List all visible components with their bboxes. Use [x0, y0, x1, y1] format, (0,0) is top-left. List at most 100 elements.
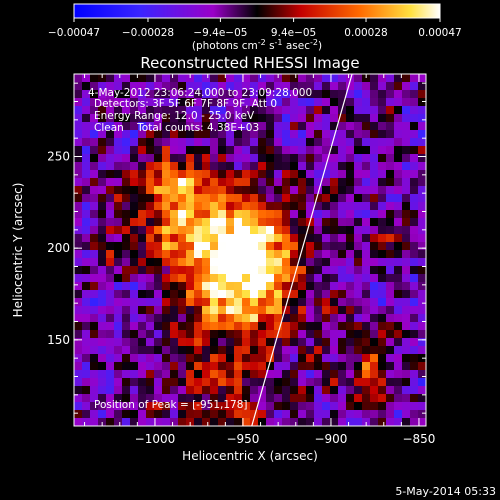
heatmap-cell	[362, 146, 371, 155]
heatmap-cell	[290, 362, 299, 371]
heatmap-cell	[234, 186, 243, 195]
heatmap-cell	[282, 226, 291, 235]
heatmap-cell	[330, 114, 339, 123]
heatmap-cell	[330, 242, 339, 251]
heatmap-cell	[170, 298, 179, 307]
heatmap-cell	[338, 338, 347, 347]
heatmap-cell	[354, 250, 363, 259]
heatmap-cell	[226, 130, 235, 139]
heatmap-cell	[90, 274, 99, 283]
heatmap-cell	[130, 410, 139, 419]
heatmap-cell	[330, 162, 339, 171]
heatmap-cell	[402, 202, 411, 211]
heatmap-cell	[74, 138, 83, 147]
heatmap-cell	[250, 82, 259, 91]
heatmap-cell	[106, 242, 115, 251]
heatmap-cell	[74, 226, 83, 235]
heatmap-cell	[202, 338, 211, 347]
heatmap-cell	[122, 210, 131, 219]
heatmap-cell	[98, 90, 107, 99]
heatmap-cell	[138, 114, 147, 123]
heatmap-cell	[90, 362, 99, 371]
heatmap-cell	[98, 298, 107, 307]
heatmap-cell	[218, 290, 227, 299]
heatmap-cell	[106, 386, 115, 395]
heatmap-cell	[322, 362, 331, 371]
heatmap-cell	[298, 242, 307, 251]
heatmap-cell	[378, 274, 387, 283]
heatmap-cell	[266, 322, 275, 331]
heatmap-cell	[402, 218, 411, 227]
y-axis-label: Heliocentric Y (arcsec)	[11, 183, 25, 318]
heatmap-cell	[370, 354, 379, 363]
heatmap-cell	[194, 186, 203, 195]
heatmap-cell	[282, 242, 291, 251]
heatmap-cell	[346, 90, 355, 99]
heatmap-cell	[242, 194, 251, 203]
heatmap-cell	[378, 330, 387, 339]
heatmap-cell	[194, 170, 203, 179]
heatmap-cell	[194, 378, 203, 387]
heatmap-cell	[298, 226, 307, 235]
heatmap-cell	[362, 114, 371, 123]
heatmap-cell	[74, 266, 83, 275]
heatmap-cell	[258, 418, 267, 426]
heatmap-cell	[322, 402, 331, 411]
heatmap-cell	[106, 90, 115, 99]
heatmap-cell	[210, 98, 219, 107]
heatmap-cell	[234, 338, 243, 347]
heatmap-cell	[394, 82, 403, 91]
heatmap-cell	[370, 370, 379, 379]
heatmap-cell	[394, 90, 403, 99]
heatmap-cell	[74, 330, 83, 339]
heatmap-cell	[234, 194, 243, 203]
heatmap-cell	[202, 74, 211, 83]
heatmap-cell	[90, 378, 99, 387]
heatmap-cell	[266, 138, 275, 147]
heatmap-cell	[330, 106, 339, 115]
heatmap-cell	[130, 178, 139, 187]
heatmap-cell	[386, 338, 395, 347]
heatmap-cell	[258, 122, 267, 131]
heatmap-cell	[98, 322, 107, 331]
heatmap-cell	[242, 418, 251, 426]
heatmap-cell	[138, 106, 147, 115]
heatmap-cell	[306, 202, 315, 211]
heatmap-cell	[242, 266, 251, 275]
heatmap-cell	[82, 306, 91, 315]
heatmap-cell	[410, 74, 419, 83]
heatmap-cell	[210, 418, 219, 426]
heatmap-cell	[266, 298, 275, 307]
heatmap-cell	[274, 378, 283, 387]
heatmap-cell	[354, 274, 363, 283]
heatmap-cell	[154, 82, 163, 91]
heatmap-cell	[282, 82, 291, 91]
heatmap-cell	[290, 234, 299, 243]
heatmap-cell	[194, 338, 203, 347]
heatmap-cell	[346, 194, 355, 203]
heatmap-cell	[242, 178, 251, 187]
heatmap-cell	[322, 138, 331, 147]
heatmap-cell	[250, 338, 259, 347]
heatmap-cell	[378, 370, 387, 379]
heatmap-cell	[186, 362, 195, 371]
heatmap-cell	[314, 274, 323, 283]
heatmap-cell	[242, 306, 251, 315]
heatmap-cell	[106, 130, 115, 139]
heatmap-cell	[290, 242, 299, 251]
heatmap-cell	[138, 122, 147, 131]
heatmap-cell	[410, 378, 419, 387]
heatmap-cell	[346, 282, 355, 291]
heatmap-cell	[402, 410, 411, 419]
heatmap-cell	[202, 386, 211, 395]
heatmap-cell	[194, 114, 203, 123]
heatmap-cell	[258, 210, 267, 219]
heatmap-cell	[226, 242, 235, 251]
heatmap-cell	[290, 266, 299, 275]
heatmap-cell	[298, 314, 307, 323]
heatmap-cell	[394, 114, 403, 123]
heatmap-cell	[250, 378, 259, 387]
heatmap-cell	[370, 362, 379, 371]
heatmap-cell	[250, 114, 259, 123]
heatmap-cell	[394, 394, 403, 403]
